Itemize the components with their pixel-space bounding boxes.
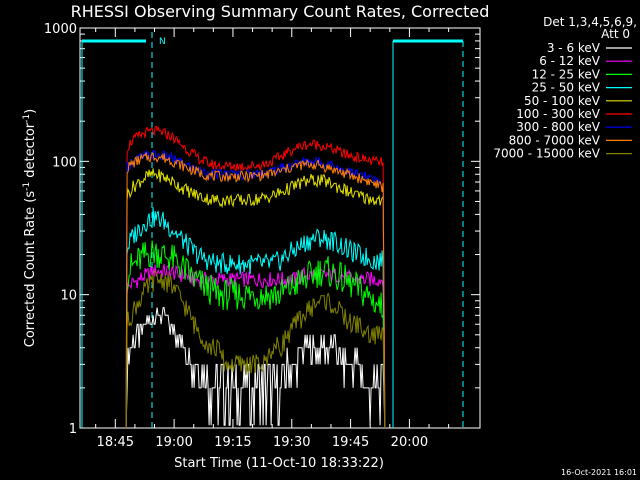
series-line-8 bbox=[125, 152, 386, 429]
chart-title: RHESSI Observing Summary Count Rates, Co… bbox=[71, 2, 490, 21]
x-axis-label: Start Time (11-Oct-10 18:33:22) bbox=[174, 456, 384, 471]
legend-entry-label: 300 - 800 keV bbox=[516, 120, 600, 134]
x-tick-label: 19:15 bbox=[214, 435, 251, 450]
legend-entry-label: 12 - 25 keV bbox=[532, 67, 601, 81]
plot-frame bbox=[79, 27, 481, 429]
y-tick-label: 1000 bbox=[44, 22, 77, 37]
y-axis-label-main: Corrected Count Rate (s bbox=[23, 191, 38, 348]
legend-entry-label: 50 - 100 keV bbox=[524, 94, 601, 108]
y-axis-label: Corrected Count Rate (s-1 detector-1) bbox=[22, 109, 38, 347]
x-tick-label: 20:00 bbox=[391, 435, 428, 450]
plot-area: 1 10 100 1000 18:45 19:00 19:15 19:30 19:45 20:00… bbox=[44, 22, 481, 450]
y-tick-label: 1 bbox=[69, 422, 77, 437]
legend-entry-label: 100 - 300 keV bbox=[516, 107, 600, 121]
series-line-7 bbox=[125, 149, 386, 429]
series-line-9 bbox=[125, 269, 386, 429]
legend-entry-label: 7000 - 15000 keV bbox=[493, 147, 600, 161]
night-label: N bbox=[159, 37, 166, 47]
x-tick-label: 18:45 bbox=[97, 435, 134, 450]
y-axis-label-end: ) bbox=[23, 109, 38, 114]
y-tick-label: 100 bbox=[52, 155, 77, 170]
legend-header-1: Det 1,3,4,5,6,9, bbox=[543, 15, 637, 29]
series-line-6 bbox=[125, 125, 386, 429]
legend-entry-label: 6 - 12 keV bbox=[539, 54, 601, 68]
legend-header-2: Att 0 bbox=[601, 27, 630, 41]
series-line-4 bbox=[125, 207, 386, 429]
series-line-3 bbox=[125, 240, 386, 429]
x-tick-label: 19:00 bbox=[155, 435, 192, 450]
x-tick-label: 19:30 bbox=[273, 435, 310, 450]
footer-date: 16-Oct-2021 16:01 bbox=[561, 468, 637, 477]
y-axis-label-sup2: -1 bbox=[22, 114, 32, 123]
legend-entry-label: 3 - 6 keV bbox=[547, 41, 601, 55]
series-line-5 bbox=[125, 168, 386, 429]
y-axis-label-mid: detector bbox=[23, 122, 38, 182]
y-tick-label: 10 bbox=[60, 289, 77, 304]
y-axis-label-sup1: -1 bbox=[22, 182, 32, 191]
x-tick-label: 19:45 bbox=[332, 435, 369, 450]
legend-entry-label: 25 - 50 keV bbox=[532, 81, 601, 95]
legend-entry-label: 800 - 7000 keV bbox=[509, 133, 601, 147]
